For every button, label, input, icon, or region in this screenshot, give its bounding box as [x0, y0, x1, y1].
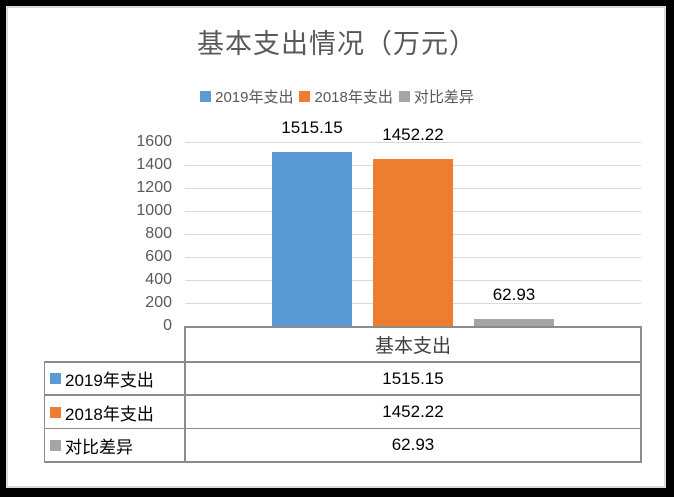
table-border [640, 326, 642, 463]
gridline [185, 142, 641, 143]
table-border [44, 361, 45, 463]
table-border [44, 361, 642, 363]
bar-diff [474, 319, 554, 326]
legend-item-2018: 2018年支出 [299, 86, 393, 107]
table-row-label-2018: 2018年支出 [50, 396, 184, 428]
y-tick: 1400 [136, 156, 172, 173]
data-label-diff: 62.93 [492, 285, 536, 304]
legend: 2019年支出 2018年支出 对比差异 [0, 86, 674, 107]
bar-2018 [373, 159, 453, 326]
row-label: 对比差异 [65, 437, 133, 457]
table-border [44, 461, 642, 463]
table-row-label-diff: 对比差异 [50, 429, 184, 461]
table-header-cell: 基本支出 [186, 328, 640, 361]
table-row-label-2019: 2019年支出 [50, 363, 184, 394]
table-border [44, 394, 642, 396]
y-tick: 1000 [136, 202, 172, 219]
table-value-diff: 62.93 [391, 435, 435, 454]
y-tick: 1200 [136, 179, 172, 196]
legend-label: 2018年支出 [314, 89, 393, 106]
bar-2019 [272, 152, 352, 326]
table-border [44, 428, 642, 429]
legend-key-icon [50, 373, 61, 384]
row-label: 2018年支出 [65, 404, 154, 424]
category-label: 基本支出 [374, 335, 451, 357]
y-tick: 400 [145, 271, 172, 288]
table-border [184, 326, 186, 463]
data-label-2018: 1452.22 [382, 125, 444, 144]
legend-key-icon [50, 406, 61, 418]
data-label-2019: 1515.15 [281, 118, 343, 137]
y-tick: 200 [145, 294, 172, 311]
legend-swatch-icon [200, 91, 212, 102]
legend-swatch-icon [398, 91, 410, 102]
y-tick: 0 [163, 317, 172, 334]
legend-label: 2019年支出 [215, 89, 294, 106]
table-value-2019: 1515.15 [382, 368, 444, 388]
table-value-2018: 1452.22 [382, 402, 444, 421]
legend-item-diff: 对比差异 [398, 86, 474, 107]
chart-title: 基本支出情况（万元） [197, 29, 477, 60]
legend-key-icon [50, 439, 61, 451]
table-border [184, 326, 642, 328]
legend-label: 对比差异 [413, 89, 474, 106]
y-tick: 1600 [136, 133, 172, 150]
y-tick: 600 [145, 248, 172, 265]
y-tick: 800 [145, 225, 172, 242]
row-label: 2019年支出 [65, 371, 154, 390]
legend-swatch-icon [299, 91, 311, 102]
legend-item-2019: 2019年支出 [200, 86, 293, 107]
